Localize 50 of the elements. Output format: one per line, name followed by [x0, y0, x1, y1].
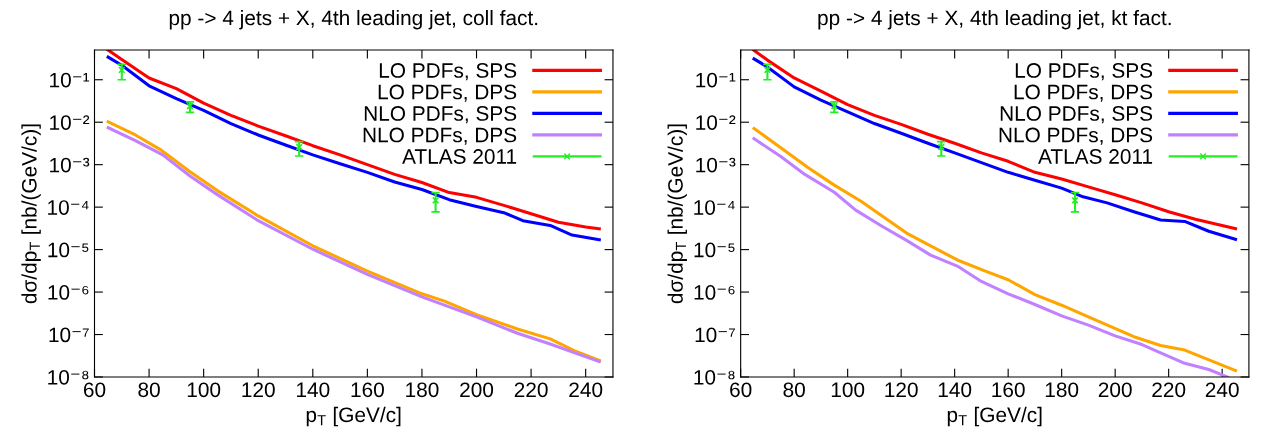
- y-tick-label: 10⁻⁵: [48, 242, 89, 258]
- x-tick-label: 100: [831, 382, 865, 398]
- y-tick-label: 10⁻¹: [696, 72, 736, 88]
- point: [295, 143, 303, 151]
- x-tick-label: 180: [406, 382, 439, 398]
- x-tick-label: 120: [242, 382, 275, 398]
- y-tick-label: 10⁻⁷: [695, 327, 735, 343]
- x-tick-label: 80: [783, 382, 805, 398]
- y-tick-label: 10⁻²: [696, 115, 736, 130]
- y-tick-label: 10⁻⁵: [694, 242, 735, 258]
- chart-title: pp -> 4 jets + X, 4th leading jet, kt fact.: [818, 9, 1171, 30]
- legend-label: ATLAS 2011: [1038, 149, 1153, 164]
- legend-label: NLO PDFs, SPS: [364, 106, 517, 124]
- x-tick-label: 180: [1045, 382, 1079, 398]
- x-tick-label: 160: [351, 382, 384, 398]
- y-tick-label: 10⁻⁶: [694, 285, 735, 300]
- legend-label: NLO PDFs, SPS: [1000, 106, 1153, 124]
- x-tick-label: 100: [187, 382, 221, 398]
- legend-label: LO PDFs, SPS: [379, 63, 517, 81]
- chart-title: pp -> 4 jets + X, 4th leading jet, coll fact.: [169, 9, 538, 30]
- y-tick-label: 10⁻⁷: [49, 327, 89, 343]
- y-tick-label: 10⁻⁶: [48, 285, 89, 300]
- y-tick-label: 10⁻³: [50, 157, 90, 173]
- legend-label: NLO PDFs, DPS: [999, 127, 1153, 145]
- y-axis-title: dσ/dp$_{T}$ [nb/(GeV/c)]: [21, 124, 41, 304]
- x-axis-title: p$_{T}$ [GeV/c]: [306, 406, 401, 427]
- x-tick-label: 240: [1205, 382, 1239, 398]
- y-tick-label: 10⁻³: [696, 157, 736, 173]
- x-tick-label: 200: [460, 382, 494, 398]
- y-tick-label: 10⁻²: [50, 115, 90, 130]
- x-tick-label: 120: [885, 382, 918, 398]
- y-tick-label: 10⁻⁴: [694, 200, 735, 215]
- x-tick-label: 140: [297, 382, 330, 398]
- y-axis-title: dσ/dp$_{T}$ [nb/(GeV/c)]: [667, 124, 687, 304]
- x-axis-title: p$_{T}$ [GeV/c]: [947, 406, 1042, 427]
- x-tick-label: 200: [1098, 382, 1132, 398]
- x-tick-label: 160: [992, 382, 1025, 398]
- legend-label: ATLAS 2011: [402, 149, 517, 164]
- point: [431, 196, 440, 204]
- legend-label: NLO PDFs, DPS: [363, 127, 517, 145]
- legend-label: LO PDFs, SPS: [1015, 63, 1153, 81]
- x-tick-label: 80: [138, 382, 160, 398]
- y-tick-label: 10⁻⁴: [48, 200, 89, 215]
- x-tick-label: 220: [514, 382, 548, 398]
- y-tick-label: 10⁻¹: [50, 72, 90, 88]
- x-tick-label: 140: [938, 382, 972, 398]
- legend-label: LO PDFs, DPS: [1014, 84, 1153, 102]
- legend-label: LO PDFs, DPS: [378, 84, 517, 102]
- x-tick-label: 240: [569, 382, 603, 398]
- x-tick-label: 220: [1152, 382, 1186, 398]
